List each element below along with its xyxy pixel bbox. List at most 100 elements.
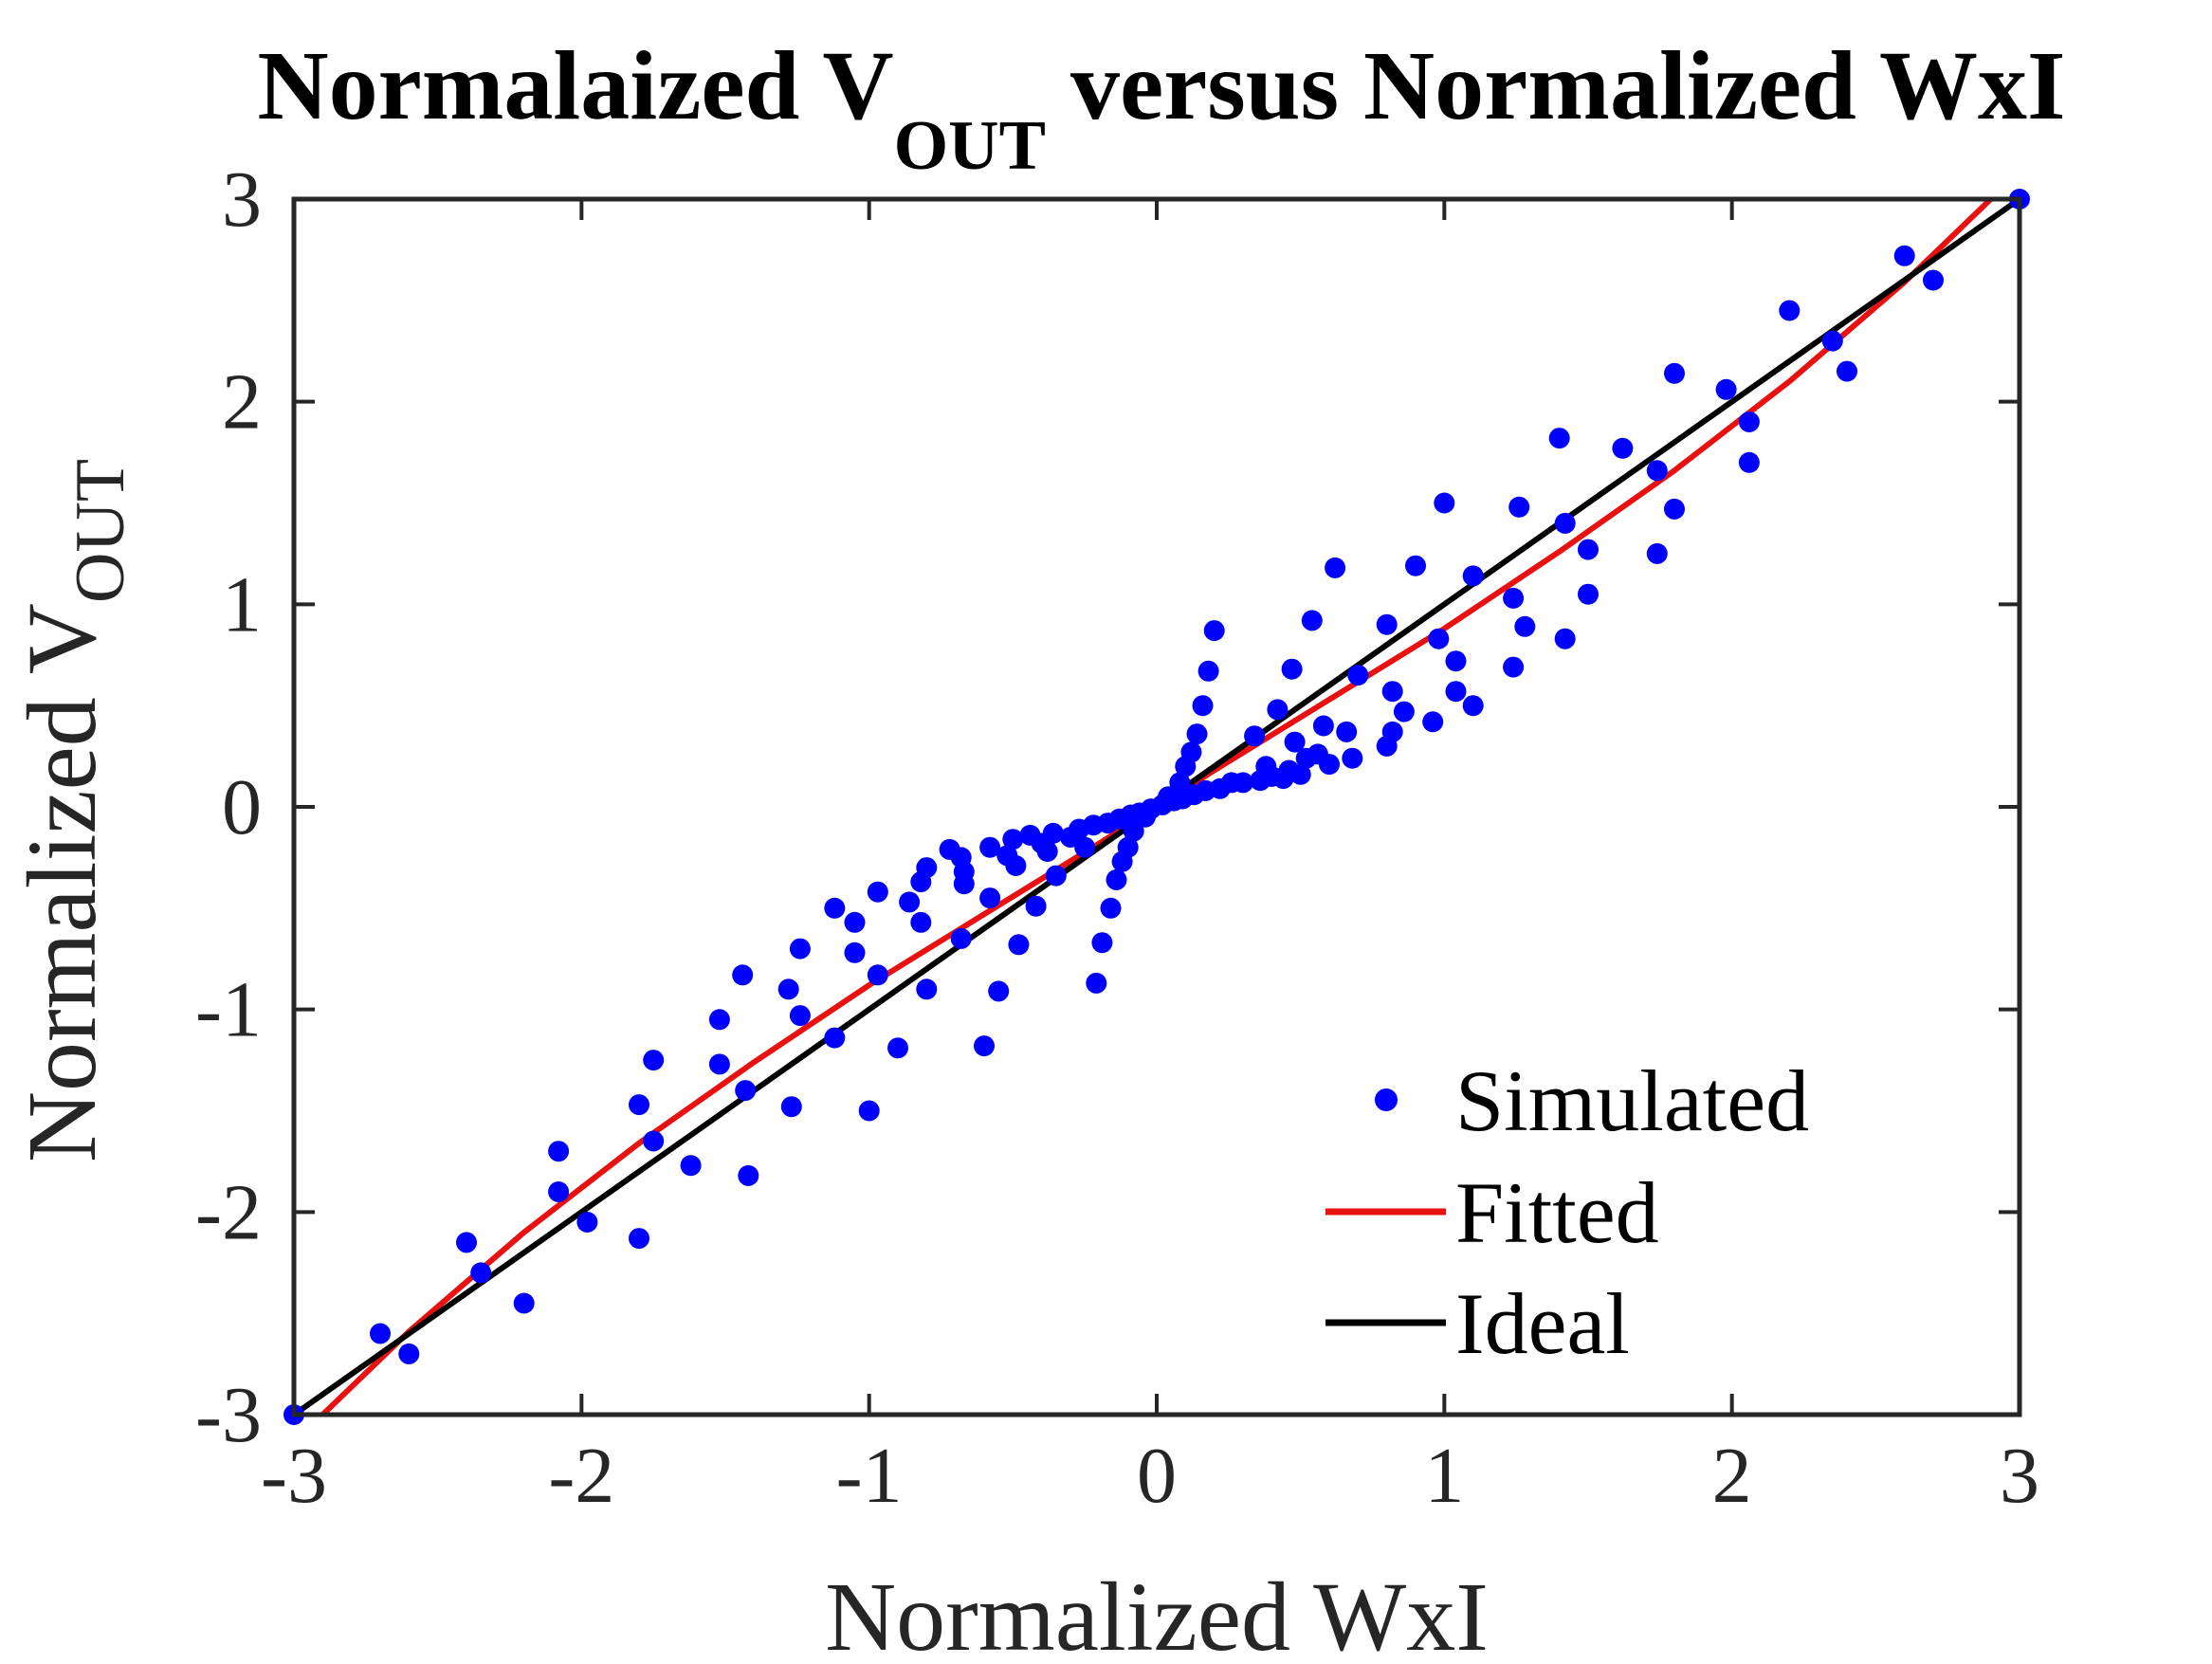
data-point <box>629 1228 649 1250</box>
data-point <box>1289 763 1311 785</box>
data-point <box>1197 660 1219 682</box>
data-point <box>1664 362 1685 384</box>
data-point <box>1548 428 1570 449</box>
y-tick-label: -1 <box>195 966 262 1054</box>
legend-marker-simulated <box>1375 1088 1398 1111</box>
data-point <box>1192 695 1214 717</box>
data-point <box>1893 245 1915 266</box>
data-point <box>789 1005 811 1027</box>
data-point <box>548 1181 570 1202</box>
axes-box <box>291 196 2022 1417</box>
data-point <box>1422 711 1444 733</box>
data-point <box>1002 829 1024 850</box>
data-point <box>1244 725 1266 747</box>
data-point <box>1578 539 1599 560</box>
x-tick-label: 1 <box>1424 1432 1464 1520</box>
data-point <box>1169 772 1191 794</box>
data-point <box>789 938 811 960</box>
data-point <box>1267 699 1289 721</box>
data-point <box>1025 895 1047 917</box>
data-point <box>780 1096 802 1118</box>
data-point <box>1301 610 1323 631</box>
y-tick-label: 3 <box>222 155 262 244</box>
data-point <box>910 911 932 933</box>
data-point <box>1008 934 1030 956</box>
data-point <box>1578 583 1599 605</box>
data-point <box>974 1035 995 1057</box>
data-point <box>1284 731 1306 753</box>
data-point <box>1554 512 1576 534</box>
data-point <box>1180 741 1202 763</box>
data-point <box>1462 695 1484 717</box>
data-point <box>643 1130 665 1152</box>
data-point <box>1393 701 1415 722</box>
data-point <box>1074 836 1096 858</box>
data-point <box>1342 747 1363 769</box>
data-point <box>548 1141 570 1162</box>
y-tick-label: 0 <box>222 763 262 851</box>
data-point <box>953 873 975 895</box>
data-point <box>867 881 888 903</box>
data-point <box>916 978 938 1000</box>
title-subscript: OUT <box>894 107 1046 185</box>
data-point <box>1319 754 1340 776</box>
data-point <box>1664 498 1685 520</box>
data-point <box>777 978 799 1000</box>
x-tick-label: -2 <box>548 1432 614 1520</box>
data-point <box>899 891 921 913</box>
data-point <box>1405 555 1426 576</box>
data-point <box>470 1262 492 1284</box>
data-point <box>1123 820 1144 842</box>
data-point <box>979 887 1001 909</box>
data-point <box>1434 492 1455 514</box>
data-point <box>708 1009 730 1031</box>
title-rest: versus Normalized WxI <box>1046 31 2066 140</box>
data-point <box>1503 587 1525 609</box>
data-point <box>680 1155 702 1177</box>
y-tick-label: -2 <box>195 1168 262 1256</box>
data-point <box>824 897 846 919</box>
y-axis-label-subscript: OUT <box>62 459 139 603</box>
data-point <box>1106 869 1127 890</box>
data-point <box>1503 656 1525 678</box>
data-point <box>1508 496 1530 518</box>
data-point <box>1186 723 1208 745</box>
data-point <box>1715 378 1737 400</box>
data-point <box>887 1037 908 1059</box>
data-point <box>844 942 866 963</box>
x-tick-label: 2 <box>1712 1432 1752 1520</box>
data-point <box>1514 615 1536 637</box>
data-point <box>398 1343 420 1364</box>
data-point <box>1646 542 1668 564</box>
data-point <box>456 1232 477 1253</box>
y-axis-label-group: Normalized VOUT <box>8 459 139 1162</box>
data-point <box>979 836 1001 858</box>
x-tick-label: -1 <box>836 1432 903 1520</box>
data-point <box>858 1100 880 1122</box>
data-point <box>1325 557 1346 578</box>
x-tick-label: 0 <box>1137 1432 1177 1520</box>
data-point <box>1376 613 1398 635</box>
data-point <box>1554 628 1576 649</box>
data-point <box>732 964 754 986</box>
data-point <box>1738 451 1760 473</box>
data-point <box>1042 822 1064 844</box>
x-tick-label: -3 <box>261 1432 327 1520</box>
data-point <box>1117 836 1139 858</box>
data-point <box>1821 330 1843 352</box>
y-tick-label: -3 <box>195 1371 262 1459</box>
chart-title: Normalaized VOUT versus Normalized WxI <box>258 31 2066 185</box>
data-point <box>1036 841 1058 862</box>
x-tick-label: 3 <box>2000 1432 2039 1520</box>
data-point <box>1347 665 1369 686</box>
data-point <box>1005 855 1027 876</box>
data-point <box>1646 460 1668 482</box>
y-axis-label: Normalized VOUT <box>8 459 139 1162</box>
data-point <box>1336 721 1358 742</box>
legend: Simulated Fitted Ideal <box>1325 1052 1809 1372</box>
y-axis-label-main: Normalized V <box>8 603 117 1162</box>
data-point <box>916 857 938 879</box>
data-point <box>1779 300 1801 321</box>
data-point <box>1428 628 1450 649</box>
